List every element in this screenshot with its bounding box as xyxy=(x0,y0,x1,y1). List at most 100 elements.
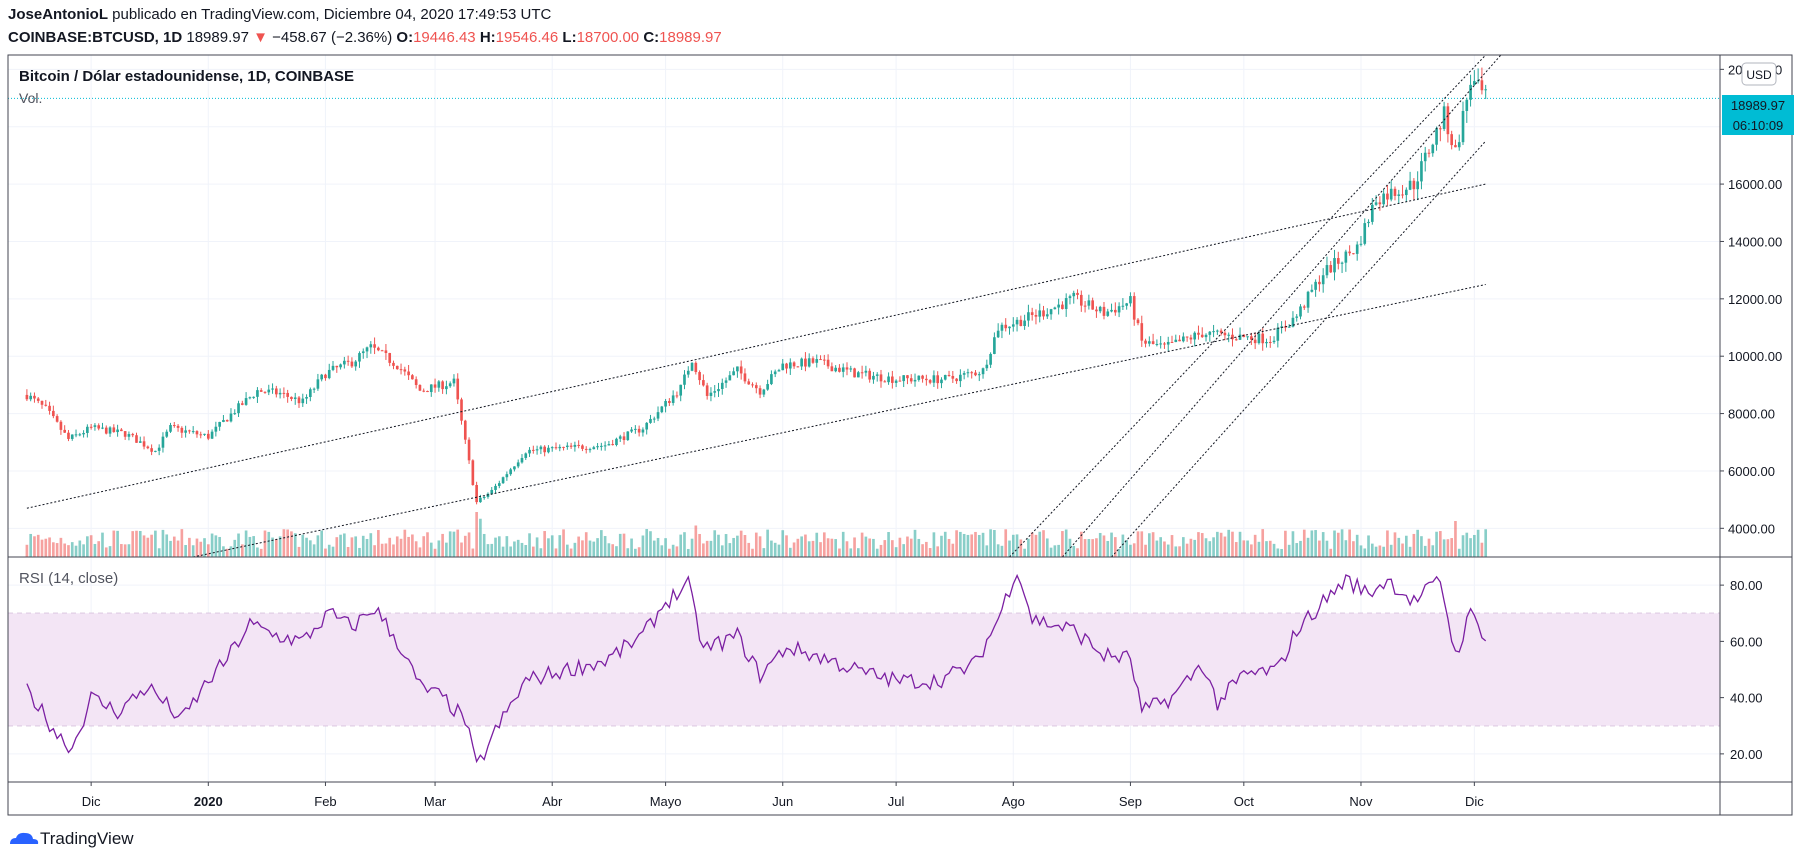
candle xyxy=(327,369,331,379)
volume-bar xyxy=(785,535,788,557)
volume-bar xyxy=(736,535,739,557)
candle xyxy=(138,441,142,443)
candle xyxy=(1227,334,1231,336)
trendline xyxy=(1111,140,1487,557)
candle xyxy=(1370,204,1374,222)
candle xyxy=(36,398,40,401)
volume-bar xyxy=(838,548,841,557)
volume-bar xyxy=(1023,548,1026,557)
volume-bar xyxy=(1457,548,1461,557)
volume-bar xyxy=(86,536,89,557)
volume-bar xyxy=(1200,533,1204,557)
volume-bar xyxy=(1102,535,1106,557)
volume-bar xyxy=(698,533,701,557)
volume-bar xyxy=(1336,532,1340,557)
candle xyxy=(690,362,694,371)
volume-bar xyxy=(429,542,433,557)
volume-bar xyxy=(1238,531,1242,557)
candle xyxy=(1465,99,1469,111)
time-tick-label: Jul xyxy=(888,794,905,809)
candle xyxy=(679,384,683,396)
time-axis[interactable]: Dic 2020 Feb Mar Abr Mayo Jun Jul Ago Sep Oct Nov Di… xyxy=(82,782,1484,809)
candle xyxy=(562,446,565,448)
volume-bar xyxy=(562,529,565,557)
volume-bar xyxy=(52,542,55,557)
volume-bar xyxy=(524,545,528,557)
volume-bar xyxy=(482,533,486,557)
candle xyxy=(25,394,29,400)
author-name[interactable]: JoseAntonioL xyxy=(8,6,108,23)
candle xyxy=(429,384,433,393)
volume-bar xyxy=(479,518,482,557)
candle xyxy=(592,447,596,450)
candle xyxy=(509,469,512,475)
candle xyxy=(947,374,951,376)
candle xyxy=(1185,336,1189,338)
volume-bar xyxy=(1045,538,1049,557)
volume-bar xyxy=(191,545,195,557)
candle xyxy=(1155,343,1159,345)
candle xyxy=(955,378,958,382)
candle xyxy=(1151,341,1155,345)
volume-bar xyxy=(974,531,977,557)
candle xyxy=(131,434,135,436)
volume-bar xyxy=(947,538,951,557)
rsi-indicator[interactable] xyxy=(26,573,1487,764)
volume-bar xyxy=(282,529,286,557)
high-value: 19546.46 xyxy=(495,29,559,46)
currency-button[interactable]: USD xyxy=(1741,62,1777,86)
volume-bar xyxy=(1435,531,1438,557)
candle xyxy=(1314,281,1317,290)
trendlines[interactable] xyxy=(26,46,1508,557)
volume-bar xyxy=(437,540,441,557)
candle xyxy=(1189,337,1193,340)
volume-bar xyxy=(263,530,267,557)
candle xyxy=(607,444,611,446)
volume-bar xyxy=(384,543,388,557)
candle xyxy=(649,418,652,423)
volume-bar xyxy=(804,534,807,557)
volume-bar xyxy=(641,535,645,557)
candle xyxy=(191,431,195,433)
candlesticks[interactable] xyxy=(25,67,1488,505)
candle xyxy=(1004,324,1008,329)
volume-bar xyxy=(841,531,845,557)
candle xyxy=(259,390,263,392)
candle xyxy=(297,397,301,404)
candle xyxy=(48,405,51,411)
volume-bar xyxy=(1363,548,1367,557)
volume-bar xyxy=(1027,538,1030,557)
time-tick-label: Dic xyxy=(82,794,101,809)
candle xyxy=(868,370,871,380)
volume-bar xyxy=(229,546,233,557)
volume-bar xyxy=(1125,540,1128,557)
candle xyxy=(989,353,992,365)
volume-bar xyxy=(172,536,176,557)
candle xyxy=(1454,145,1457,148)
volume-bar xyxy=(1011,534,1015,557)
rsi-tick-label: 80.00 xyxy=(1730,578,1763,593)
candle xyxy=(951,375,955,379)
volume-bar xyxy=(74,545,78,557)
price-tick-label: 6000.00 xyxy=(1728,464,1775,479)
candle xyxy=(1042,310,1045,317)
volume-bar xyxy=(1469,538,1472,557)
candle xyxy=(860,372,864,374)
tradingview-logo[interactable]: TradingView xyxy=(8,829,134,849)
candle xyxy=(490,489,494,494)
volume-bar xyxy=(395,536,399,557)
candle xyxy=(550,447,554,449)
candle xyxy=(600,445,603,447)
candle xyxy=(240,403,244,405)
volume-bar xyxy=(48,537,51,557)
volume-bar xyxy=(822,532,826,557)
candle xyxy=(392,362,395,366)
rsi-axis[interactable]: 20.00 40.00 60.00 80.00 xyxy=(1720,578,1763,762)
candle xyxy=(479,497,482,503)
candle xyxy=(494,485,497,490)
volume-bar xyxy=(1329,548,1333,557)
candle xyxy=(841,367,845,372)
candle xyxy=(630,429,633,432)
volume-bar xyxy=(989,529,992,557)
